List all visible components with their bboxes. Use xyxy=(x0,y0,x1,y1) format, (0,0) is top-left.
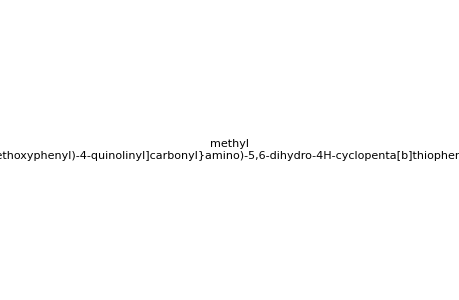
Text: methyl 2-({[2-(2,4-dimethoxyphenyl)-4-quinolinyl]carbonyl}amino)-5,6-dihydro-4H-: methyl 2-({[2-(2,4-dimethoxyphenyl)-4-qu… xyxy=(0,139,459,161)
